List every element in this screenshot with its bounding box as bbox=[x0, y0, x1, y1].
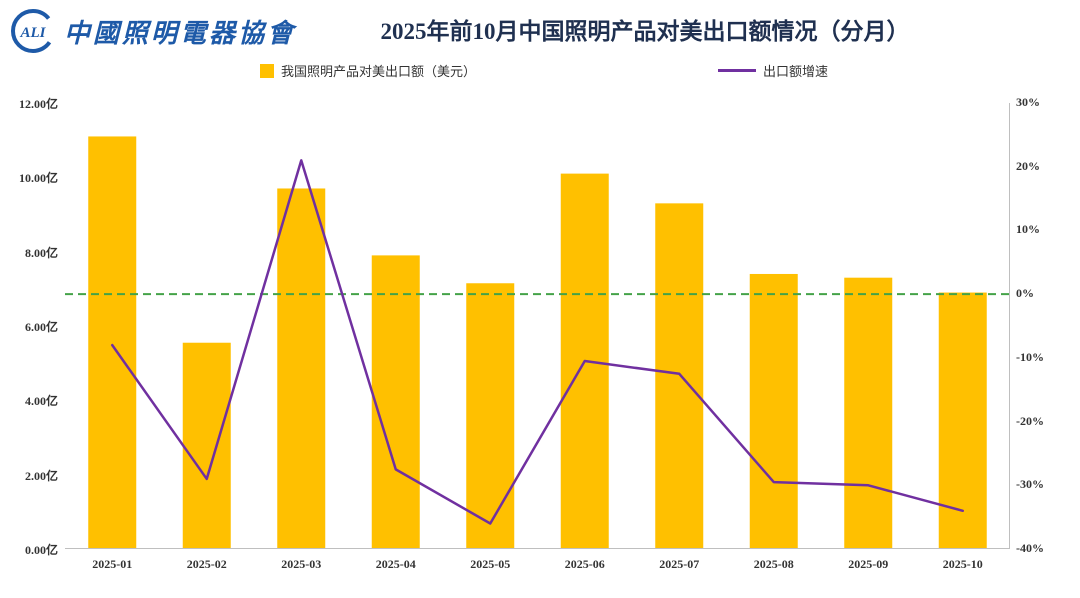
bar-2025-09 bbox=[844, 277, 893, 549]
x-axis-category-label: 2025-10 bbox=[942, 557, 983, 571]
x-axis-category-label: 2025-01 bbox=[92, 557, 133, 571]
right-axis-tick-label: -40% bbox=[1016, 541, 1044, 555]
left-axis-tick-label: 0.00亿 bbox=[24, 543, 58, 557]
left-axis-tick-label: 2.00亿 bbox=[24, 468, 58, 483]
left-axis-tick-label: 6.00亿 bbox=[24, 320, 58, 334]
bar-series-swatch-icon bbox=[260, 63, 274, 78]
left-axis-tick-label: 10.00亿 bbox=[18, 171, 58, 186]
bar-2025-05 bbox=[466, 283, 515, 549]
org-logo: ALI 中國照明電器協會 bbox=[10, 8, 296, 54]
org-name: 中國照明電器協會 bbox=[64, 18, 297, 48]
x-axis-category-label: 2025-02 bbox=[186, 557, 227, 571]
right-axis-tick-label: 0% bbox=[1016, 286, 1034, 301]
line-series-swatch-icon bbox=[718, 69, 756, 72]
chart-plot-area bbox=[65, 103, 1010, 549]
legend-item-export-amount: 我国照明产品对美出口额（美元） bbox=[260, 61, 476, 80]
bar-2025-03 bbox=[277, 188, 326, 549]
x-axis-category-label: 2025-05 bbox=[470, 557, 511, 571]
bar-2025-02 bbox=[182, 342, 231, 549]
cali-logo-icon: ALI bbox=[11, 9, 55, 53]
left-axis-tick-label: 8.00亿 bbox=[24, 245, 58, 260]
svg-text:ALI: ALI bbox=[19, 25, 46, 41]
growth-rate-line bbox=[111, 159, 964, 525]
x-axis-category-label: 2025-06 bbox=[564, 557, 605, 571]
left-axis-tick-label: 12.00亿 bbox=[18, 97, 58, 111]
x-axis-category-label: 2025-03 bbox=[281, 557, 322, 571]
legend-bar-label: 我国照明产品对美出口额（美元） bbox=[281, 64, 477, 79]
x-axis-category-label: 2025-04 bbox=[375, 557, 416, 571]
right-axis-tick-label: -30% bbox=[1016, 477, 1044, 492]
chart-title: 2025年前10月中国照明产品对美出口额情况（分月） bbox=[380, 19, 910, 44]
bar-2025-07 bbox=[655, 203, 704, 549]
bar-2025-08 bbox=[749, 273, 798, 549]
right-axis-tick-label: 20% bbox=[1016, 158, 1040, 173]
right-axis-tick-label: -20% bbox=[1016, 413, 1044, 428]
bar-2025-04 bbox=[371, 255, 420, 549]
legend-line-label: 出口额增速 bbox=[763, 64, 829, 79]
bar-2025-01 bbox=[88, 136, 137, 549]
legend-item-growth-rate: 出口额增速 bbox=[718, 61, 828, 80]
left-axis-tick-label: 4.00亿 bbox=[24, 394, 58, 409]
x-axis-category-label: 2025-07 bbox=[659, 557, 700, 571]
x-axis-category-label: 2025-09 bbox=[848, 557, 889, 571]
right-axis-tick-label: 10% bbox=[1016, 222, 1040, 237]
right-axis-tick-label: -10% bbox=[1016, 349, 1044, 364]
x-axis-category-label: 2025-08 bbox=[753, 557, 794, 571]
right-axis-tick-label: 30% bbox=[1016, 95, 1040, 109]
